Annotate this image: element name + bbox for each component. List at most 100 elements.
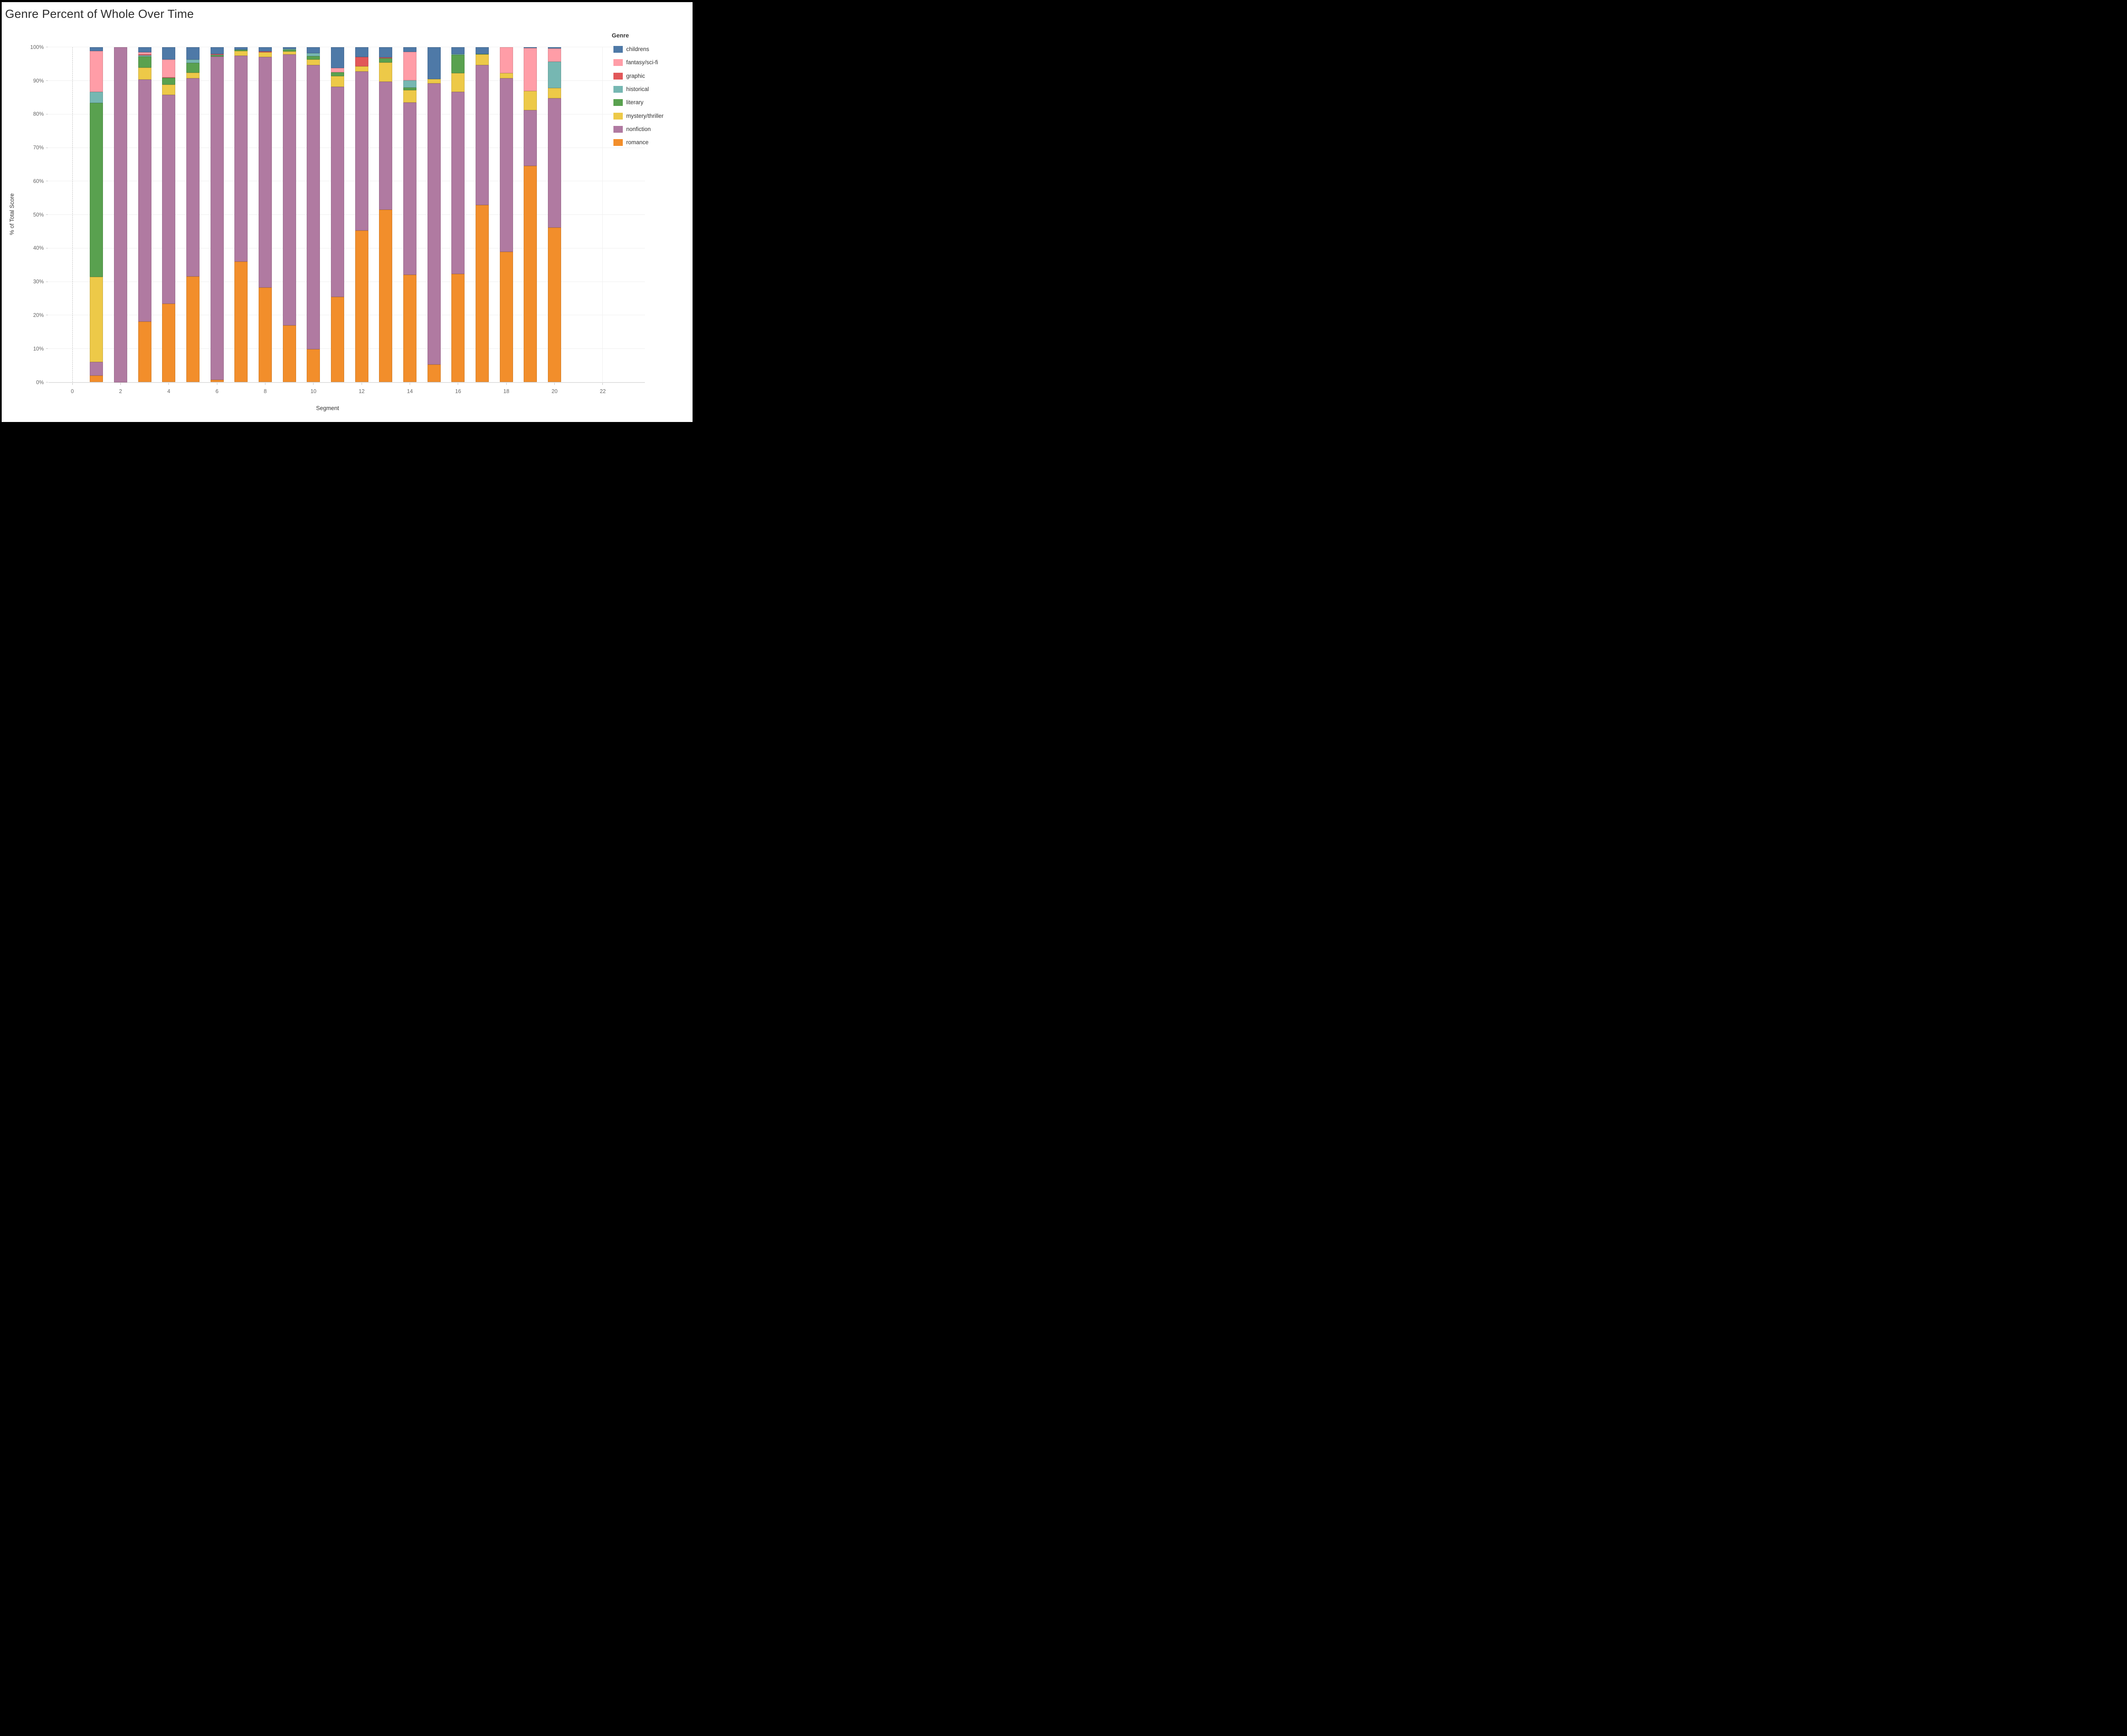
legend-swatch-nonfiction[interactable] bbox=[613, 125, 623, 133]
bar-segment-nonfiction[interactable] bbox=[451, 91, 465, 274]
bar-segment-romance[interactable] bbox=[282, 325, 296, 382]
bar-segment-romance[interactable] bbox=[258, 288, 272, 382]
bar-segment-mystery-thriller[interactable] bbox=[476, 54, 489, 66]
bar-segment-nonfiction[interactable] bbox=[210, 56, 224, 380]
legend-swatch-romance[interactable] bbox=[613, 139, 623, 146]
bar-segment-historical[interactable] bbox=[90, 92, 103, 103]
bar-segment-romance[interactable] bbox=[234, 261, 248, 382]
bar-segment-romance[interactable] bbox=[355, 230, 368, 382]
bar-segment-mystery-thriller[interactable] bbox=[282, 51, 296, 55]
bar-segment-literary[interactable] bbox=[307, 56, 320, 60]
bar-segment-graphic[interactable] bbox=[162, 77, 176, 78]
legend-item-nonfiction[interactable]: nonfiction bbox=[626, 125, 651, 132]
bar-segment-mystery-thriller[interactable] bbox=[331, 76, 344, 87]
bar-segment-historical[interactable] bbox=[210, 54, 224, 56]
bar-segment-nonfiction[interactable] bbox=[548, 98, 562, 228]
bar-segment-childrens[interactable] bbox=[451, 47, 465, 54]
bar-segment-childrens[interactable] bbox=[138, 47, 151, 52]
bar-segment-childrens[interactable] bbox=[234, 47, 248, 50]
bar-segment-nonfiction[interactable] bbox=[258, 57, 272, 288]
legend-swatch-graphic[interactable] bbox=[613, 72, 623, 80]
bar-segment-mystery-thriller[interactable] bbox=[355, 66, 368, 72]
bar-segment-literary[interactable] bbox=[162, 78, 176, 85]
bar-segment-childrens[interactable] bbox=[162, 47, 176, 60]
bar-segment-childrens[interactable] bbox=[355, 47, 368, 57]
bar-segment-romance[interactable] bbox=[331, 296, 344, 382]
bar-segment-historical[interactable] bbox=[138, 55, 151, 57]
bar-segment-nonfiction[interactable] bbox=[282, 54, 296, 325]
bar-segment-historical[interactable] bbox=[282, 49, 296, 50]
bar-segment-mystery-thriller[interactable] bbox=[524, 91, 537, 110]
bar-segment-nonfiction[interactable] bbox=[331, 87, 344, 297]
bar-segment-mystery-thriller[interactable] bbox=[162, 84, 176, 95]
bar-segment-mystery-thriller[interactable] bbox=[258, 52, 272, 57]
bar-segment-childrens[interactable] bbox=[427, 47, 441, 79]
bar-segment-nonfiction[interactable] bbox=[403, 102, 417, 275]
bar-segment-historical[interactable] bbox=[403, 80, 417, 88]
bar-segment-mystery-thriller[interactable] bbox=[307, 60, 320, 66]
bar-segment-fantasy-sci-fi[interactable] bbox=[90, 51, 103, 92]
bar-segment-mystery-thriller[interactable] bbox=[451, 73, 465, 92]
bar-segment-fantasy-sci-fi[interactable] bbox=[138, 52, 151, 55]
bar-segment-fantasy-sci-fi[interactable] bbox=[524, 48, 537, 91]
legend-item-historical[interactable]: historical bbox=[626, 86, 649, 92]
bar-segment-fantasy-sci-fi[interactable] bbox=[331, 68, 344, 72]
bar-segment-nonfiction[interactable] bbox=[307, 65, 320, 349]
bar-segment-graphic[interactable] bbox=[138, 54, 151, 56]
bar-segment-graphic[interactable] bbox=[355, 57, 368, 67]
bar-segment-nonfiction[interactable] bbox=[162, 95, 176, 304]
bar-segment-romance[interactable] bbox=[476, 205, 489, 382]
bar-segment-graphic[interactable] bbox=[258, 51, 272, 52]
bar-segment-nonfiction[interactable] bbox=[90, 362, 103, 376]
bar-segment-childrens[interactable] bbox=[524, 47, 537, 48]
bar-segment-mystery-thriller[interactable] bbox=[90, 277, 103, 362]
bar-segment-romance[interactable] bbox=[90, 375, 103, 382]
legend-item-romance[interactable]: romance bbox=[626, 139, 649, 146]
bar-segment-childrens[interactable] bbox=[548, 47, 562, 48]
bar-segment-mystery-thriller[interactable] bbox=[138, 67, 151, 80]
legend-swatch-historical[interactable] bbox=[613, 86, 623, 93]
bar-segment-historical[interactable] bbox=[307, 53, 320, 56]
bar-segment-fantasy-sci-fi[interactable] bbox=[162, 59, 176, 77]
bar-segment-mystery-thriller[interactable] bbox=[403, 90, 417, 103]
bar-segment-literary[interactable] bbox=[210, 55, 224, 57]
bar-segment-literary[interactable] bbox=[186, 63, 200, 73]
bar-segment-nonfiction[interactable] bbox=[186, 78, 200, 277]
bar-segment-nonfiction[interactable] bbox=[476, 65, 489, 205]
bar-segment-romance[interactable] bbox=[427, 364, 441, 382]
legend-item-literary[interactable]: literary bbox=[626, 99, 644, 106]
bar-segment-nonfiction[interactable] bbox=[114, 47, 127, 382]
bar-segment-childrens[interactable] bbox=[403, 47, 417, 52]
bar-segment-nonfiction[interactable] bbox=[355, 71, 368, 231]
bar-segment-graphic[interactable] bbox=[210, 54, 224, 55]
bar-segment-romance[interactable] bbox=[499, 252, 513, 382]
legend-item-graphic[interactable]: graphic bbox=[626, 72, 645, 79]
bar-segment-nonfiction[interactable] bbox=[499, 78, 513, 252]
bar-segment-literary[interactable] bbox=[451, 54, 465, 74]
bar-segment-childrens[interactable] bbox=[379, 47, 393, 57]
bar-segment-childrens[interactable] bbox=[476, 47, 489, 54]
legend-swatch-literary[interactable] bbox=[613, 99, 623, 106]
bar-segment-literary[interactable] bbox=[379, 58, 393, 63]
bar-segment-childrens[interactable] bbox=[282, 47, 296, 49]
bar-segment-romance[interactable] bbox=[524, 166, 537, 382]
bar-segment-literary[interactable] bbox=[331, 72, 344, 77]
bar-segment-literary[interactable] bbox=[476, 54, 489, 55]
legend-swatch-childrens[interactable] bbox=[613, 46, 623, 53]
bar-segment-nonfiction[interactable] bbox=[524, 110, 537, 166]
bar-segment-literary[interactable] bbox=[403, 87, 417, 90]
bar-segment-mystery-thriller[interactable] bbox=[234, 51, 248, 56]
legend-item-fantasy-sci-fi[interactable]: fantasy/sci-fi bbox=[626, 59, 659, 66]
bar-segment-romance[interactable] bbox=[403, 275, 417, 382]
bar-segment-literary[interactable] bbox=[282, 50, 296, 51]
bar-segment-literary[interactable] bbox=[138, 56, 151, 68]
bar-segment-childrens[interactable] bbox=[258, 47, 272, 51]
bar-segment-romance[interactable] bbox=[451, 274, 465, 382]
bar-segment-mystery-thriller[interactable] bbox=[427, 79, 441, 83]
bar-segment-childrens[interactable] bbox=[331, 47, 344, 68]
bar-segment-romance[interactable] bbox=[379, 209, 393, 382]
bar-segment-nonfiction[interactable] bbox=[234, 56, 248, 262]
bar-segment-literary[interactable] bbox=[90, 103, 103, 277]
bar-segment-fantasy-sci-fi[interactable] bbox=[548, 48, 562, 62]
bar-segment-historical[interactable] bbox=[186, 59, 200, 63]
